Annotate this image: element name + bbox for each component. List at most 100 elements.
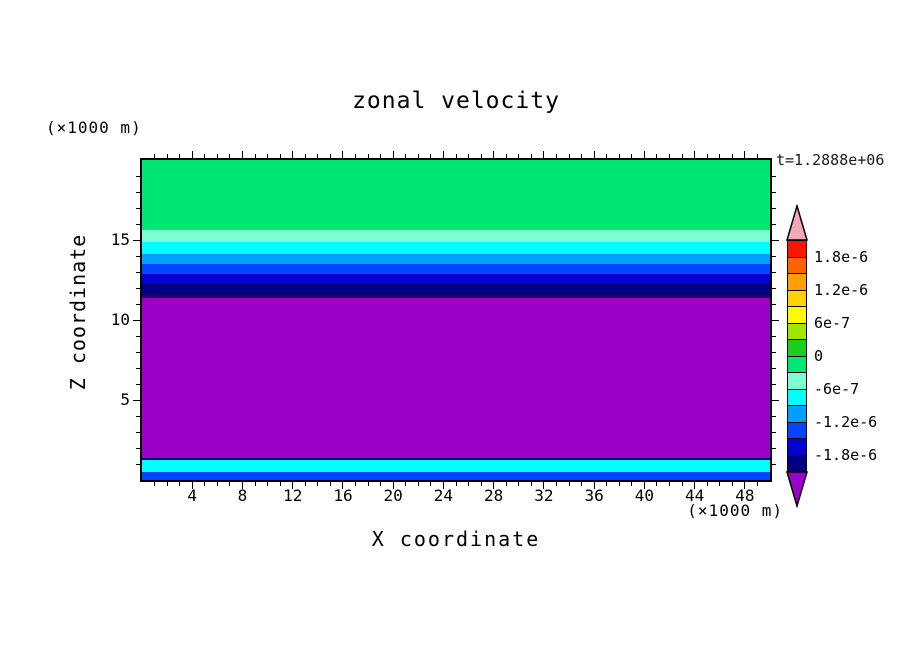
axis-tick — [279, 482, 281, 486]
axis-tick — [342, 482, 344, 489]
x-tick-label: 4 — [187, 486, 198, 505]
axis-tick — [136, 255, 140, 257]
axis-tick — [136, 431, 140, 433]
axis-tick — [656, 154, 658, 158]
colorbar-segment — [788, 256, 806, 273]
colorbar-segment — [788, 405, 806, 422]
colorbar-label: 6e-7 — [814, 314, 851, 333]
x-tick-label: 40 — [634, 486, 655, 505]
axis-tick — [136, 271, 140, 273]
axis-tick — [606, 154, 608, 158]
axis-tick — [543, 151, 545, 158]
axis-tick — [480, 154, 482, 158]
axis-tick — [304, 154, 306, 158]
colorbar-label: 0 — [814, 347, 824, 365]
x-axis-title: X coordinate — [371, 527, 541, 551]
axis-tick — [681, 154, 683, 158]
axis-tick — [719, 154, 721, 158]
axis-tick — [643, 151, 645, 158]
axis-tick — [744, 151, 746, 158]
axis-tick — [442, 151, 444, 158]
axis-tick — [136, 207, 140, 209]
colorbar-segment — [788, 273, 806, 290]
axis-tick — [417, 482, 419, 486]
colorbar-label: 1.8e-6 — [814, 248, 869, 267]
axis-tick — [455, 154, 457, 158]
axis-tick — [568, 482, 570, 486]
axis-tick — [392, 482, 394, 489]
axis-tick — [581, 154, 583, 158]
y-axis-unit-label: (×1000 m) — [46, 118, 142, 137]
plot-band — [142, 294, 770, 299]
axis-tick — [455, 482, 457, 486]
axis-tick — [681, 482, 683, 486]
axis-tick — [267, 482, 269, 486]
axis-tick — [772, 463, 776, 465]
axis-tick — [355, 154, 357, 158]
axis-tick — [267, 154, 269, 158]
x-tick-label: 20 — [383, 486, 403, 505]
plot-band — [142, 460, 770, 472]
y-axis-title: Z coordinate — [66, 233, 90, 391]
axis-tick — [505, 482, 507, 486]
z-tick-label: 5 — [120, 390, 130, 409]
x-tick-label: 48 — [735, 486, 755, 505]
axis-tick — [136, 367, 140, 369]
axis-tick — [593, 151, 595, 158]
axis-tick — [772, 431, 776, 433]
axis-tick — [216, 482, 218, 486]
axis-tick — [392, 151, 394, 158]
axis-tick — [543, 482, 545, 489]
colorbar-under-range-arrow-icon — [785, 471, 809, 508]
x-tick-label: 28 — [484, 486, 504, 505]
colorbar-segment — [788, 438, 806, 455]
colorbar-segment — [788, 355, 806, 372]
axis-tick — [772, 383, 776, 385]
colorbar-segment — [788, 372, 806, 389]
axis-tick — [706, 482, 708, 486]
axis-tick — [772, 223, 776, 225]
axis-tick — [772, 351, 776, 353]
axis-tick — [191, 482, 193, 489]
axis-tick — [606, 482, 608, 486]
colorbar-segment — [788, 289, 806, 306]
axis-tick — [136, 447, 140, 449]
axis-tick — [555, 154, 557, 158]
plot-band — [142, 472, 770, 480]
axis-tick — [179, 482, 181, 486]
colorbar-label: -6e-7 — [814, 379, 860, 398]
axis-tick — [505, 154, 507, 158]
axis-tick — [405, 482, 407, 486]
axis-tick — [329, 154, 331, 158]
colorbar-segment — [788, 454, 806, 471]
x-tick-label: 12 — [283, 486, 303, 505]
axis-tick — [694, 151, 696, 158]
axis-tick — [756, 154, 758, 158]
axis-tick — [772, 335, 776, 337]
axis-tick — [442, 482, 444, 489]
axis-tick — [405, 154, 407, 158]
axis-tick — [656, 482, 658, 486]
axis-tick — [756, 482, 758, 486]
colorbar-over-range-arrow-shape — [785, 204, 809, 241]
plot-area — [140, 158, 772, 482]
colorbar-segment — [788, 241, 806, 257]
axis-tick — [772, 239, 779, 241]
z-tick-label: 10 — [110, 310, 130, 329]
x-tick-label: 24 — [433, 486, 454, 505]
plot-band — [142, 264, 770, 274]
plot-band — [142, 457, 770, 460]
x-tick-label: 16 — [333, 486, 353, 505]
axis-tick — [772, 367, 776, 369]
axis-tick — [772, 319, 779, 321]
axis-tick — [204, 482, 206, 486]
plot-band — [142, 298, 770, 458]
axis-tick — [154, 482, 156, 486]
plot-band — [142, 253, 770, 264]
axis-tick — [772, 255, 776, 257]
axis-tick — [216, 154, 218, 158]
axis-tick — [136, 463, 140, 465]
axis-tick — [304, 482, 306, 486]
z-tick-label: 15 — [110, 230, 130, 249]
axis-tick — [367, 482, 369, 486]
